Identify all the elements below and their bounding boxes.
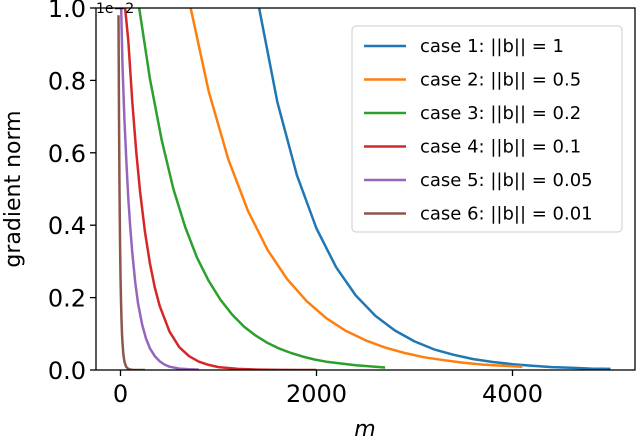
legend-label-case-6: case 6: ||b|| = 0.01 — [420, 204, 593, 225]
series-line-case-3 — [137, 8, 386, 369]
x-tick-label: 4000 — [482, 380, 543, 408]
legend-box — [351, 25, 623, 233]
legend-label-case-1: case 1: ||b|| = 1 — [420, 36, 564, 57]
x-tick-label: 2000 — [286, 380, 347, 408]
series-line-case-2 — [189, 8, 523, 368]
y-axis-label: gradient norm — [1, 110, 26, 267]
x-axis: 0 2000 4000 — [113, 370, 543, 408]
legend: case 1: ||b|| = 1 case 2: ||b|| = 0.5 case… — [351, 25, 623, 233]
y-tick-label: 0.8 — [48, 67, 86, 95]
x-axis-label: m — [354, 417, 375, 440]
x-tick-label: 0 — [113, 380, 128, 408]
legend-label-case-2: case 2: ||b|| = 0.5 — [420, 70, 581, 91]
y-tick-label: 0.0 — [48, 357, 86, 385]
series-layer — [117, 8, 611, 370]
y-tick-label: 0.2 — [48, 285, 86, 313]
y-tick-label: 0.6 — [48, 140, 86, 168]
y-axis: 0.0 0.2 0.4 0.6 0.8 1.0 — [48, 0, 96, 385]
legend-label-case-3: case 3: ||b|| = 0.2 — [420, 103, 581, 124]
series-line-case-1 — [257, 8, 611, 370]
series-line-case-5 — [119, 8, 199, 370]
y-tick-label: 1.0 — [48, 0, 86, 23]
legend-label-case-5: case 5: ||b|| = 0.05 — [420, 170, 593, 191]
y-offset-label: 1e−2 — [96, 1, 134, 17]
y-tick-label: 0.4 — [48, 212, 86, 240]
legend-label-case-4: case 4: ||b|| = 0.1 — [420, 137, 581, 158]
plot-frame — [95, 7, 636, 371]
